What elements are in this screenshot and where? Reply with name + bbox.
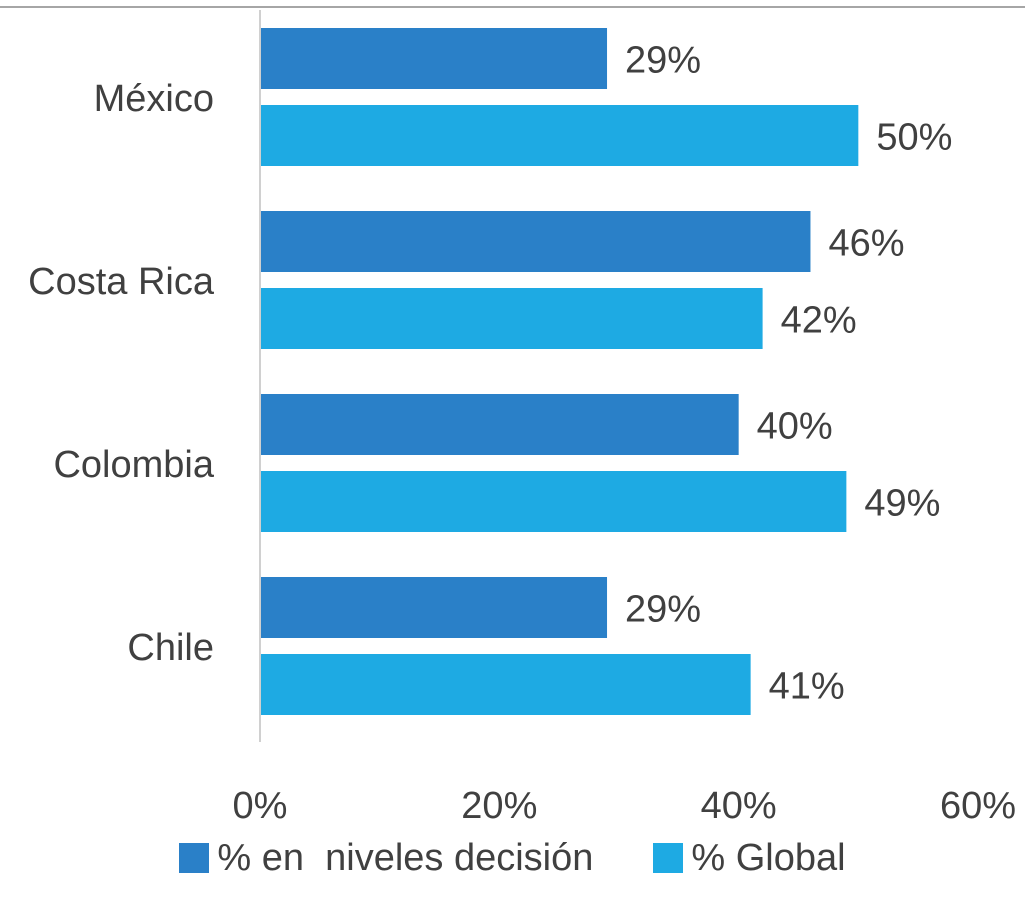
category-label: Costa Rica [28,261,215,303]
data-label: 50% [876,117,952,159]
category-label: México [94,78,214,120]
x-tick-label: 60% [940,785,1016,827]
legend-label-series-2: % Global [691,836,846,879]
data-label: 29% [625,40,701,82]
data-label: 46% [828,223,904,265]
bar-series-2 [261,654,751,715]
bar-series-1 [261,394,739,455]
bar-chart: México 29% 50% Costa Rica 46% 42% Colombia 40% 4… [28,10,1016,827]
bar-series-2 [261,105,859,166]
bar-series-1 [261,28,608,89]
x-tick-label: 20% [461,785,537,827]
data-label: 41% [769,666,845,708]
bar-series-2 [261,471,847,532]
top-border-line [0,6,1025,8]
legend-swatch-series-2 [653,843,684,873]
data-label: 29% [625,589,701,631]
legend-item-series-2: % Global [653,836,846,880]
legend-item-series-1: % en niveles decisión [179,837,593,880]
x-tick-label: 0% [233,785,288,827]
legend: % en niveles decisión % Global [0,830,1025,886]
data-label: 49% [864,483,940,525]
category-label: Colombia [53,444,214,486]
data-label: 40% [757,406,833,448]
data-label: 42% [781,300,857,342]
bar-series-1 [261,211,811,272]
x-tick-label: 40% [701,785,777,827]
legend-label-series-1: % en niveles decisión [217,836,594,879]
bar-series-1 [261,577,608,638]
category-label: Chile [127,627,214,669]
bar-series-2 [261,288,763,349]
legend-swatch-series-1 [179,843,210,873]
